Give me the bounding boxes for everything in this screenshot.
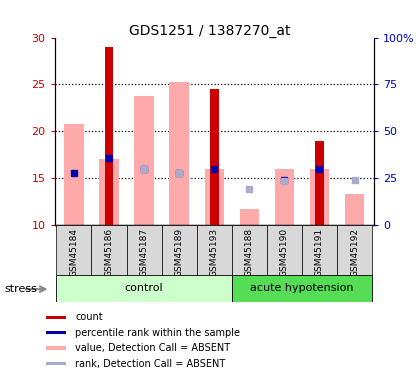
Text: control: control [125,284,163,293]
Bar [46,346,66,350]
Text: GSM45192: GSM45192 [350,228,359,276]
Text: value, Detection Call = ABSENT: value, Detection Call = ABSENT [75,343,231,353]
Text: GSM45184: GSM45184 [69,228,79,276]
Text: GSM45188: GSM45188 [245,228,254,277]
Bar [315,141,324,225]
Bar [46,331,66,334]
Bar [170,82,189,225]
Bar [267,225,302,276]
Bar [310,169,329,225]
Text: GSM45187: GSM45187 [139,228,149,277]
Text: GSM45186: GSM45186 [105,228,113,277]
Bar [46,362,66,365]
Bar [210,89,218,225]
Text: rank, Detection Call = ABSENT: rank, Detection Call = ABSENT [75,358,226,369]
Bar [56,275,232,302]
Text: GSM45193: GSM45193 [210,228,219,277]
Text: GSM45190: GSM45190 [280,228,289,277]
Bar [105,47,113,225]
Text: acute hypotension: acute hypotension [250,284,354,293]
Bar [64,124,84,225]
Bar [99,159,118,225]
Bar [232,275,372,302]
Bar [345,194,364,225]
Bar [197,225,232,276]
Bar [162,225,197,276]
Bar [205,169,224,225]
Bar [337,225,372,276]
Bar [126,225,162,276]
Bar [56,225,92,276]
Bar [240,209,259,225]
Text: stress: stress [4,285,37,294]
Bar [275,169,294,225]
Bar [46,316,66,319]
Bar [92,225,126,276]
Text: percentile rank within the sample: percentile rank within the sample [75,328,240,338]
Bar [232,225,267,276]
Text: GDS1251 / 1387270_at: GDS1251 / 1387270_at [129,24,291,38]
Text: GSM45191: GSM45191 [315,228,324,277]
Bar [134,96,154,225]
Bar [302,225,337,276]
Text: count: count [75,312,103,322]
Text: GSM45189: GSM45189 [175,228,184,277]
